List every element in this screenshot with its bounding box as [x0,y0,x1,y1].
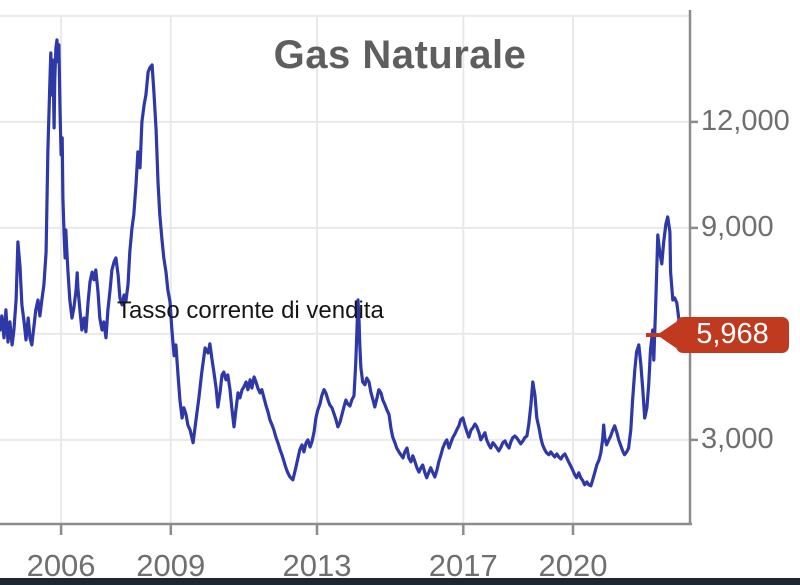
current-price-badge: 5,968 [646,317,789,354]
bottom-navigation-bar [0,578,800,585]
x-tick-label: 2017 [428,548,498,583]
x-tick-label: 2020 [538,548,608,583]
y-tick-label: 12,000 [701,104,790,137]
y-tick-label: 3,000 [701,422,774,455]
y-tick-label: 9,000 [701,210,774,243]
x-tick-label: 2006 [26,548,96,583]
badge-pointer-line [646,333,660,338]
chart-title: Gas Naturale [273,33,527,77]
current-price-value: 5,968 [696,317,769,350]
x-tick-label: 2009 [136,548,206,583]
x-tick-label: 2013 [282,548,352,583]
current-rate-annotation: Tasso corrente di vendita [117,297,384,324]
